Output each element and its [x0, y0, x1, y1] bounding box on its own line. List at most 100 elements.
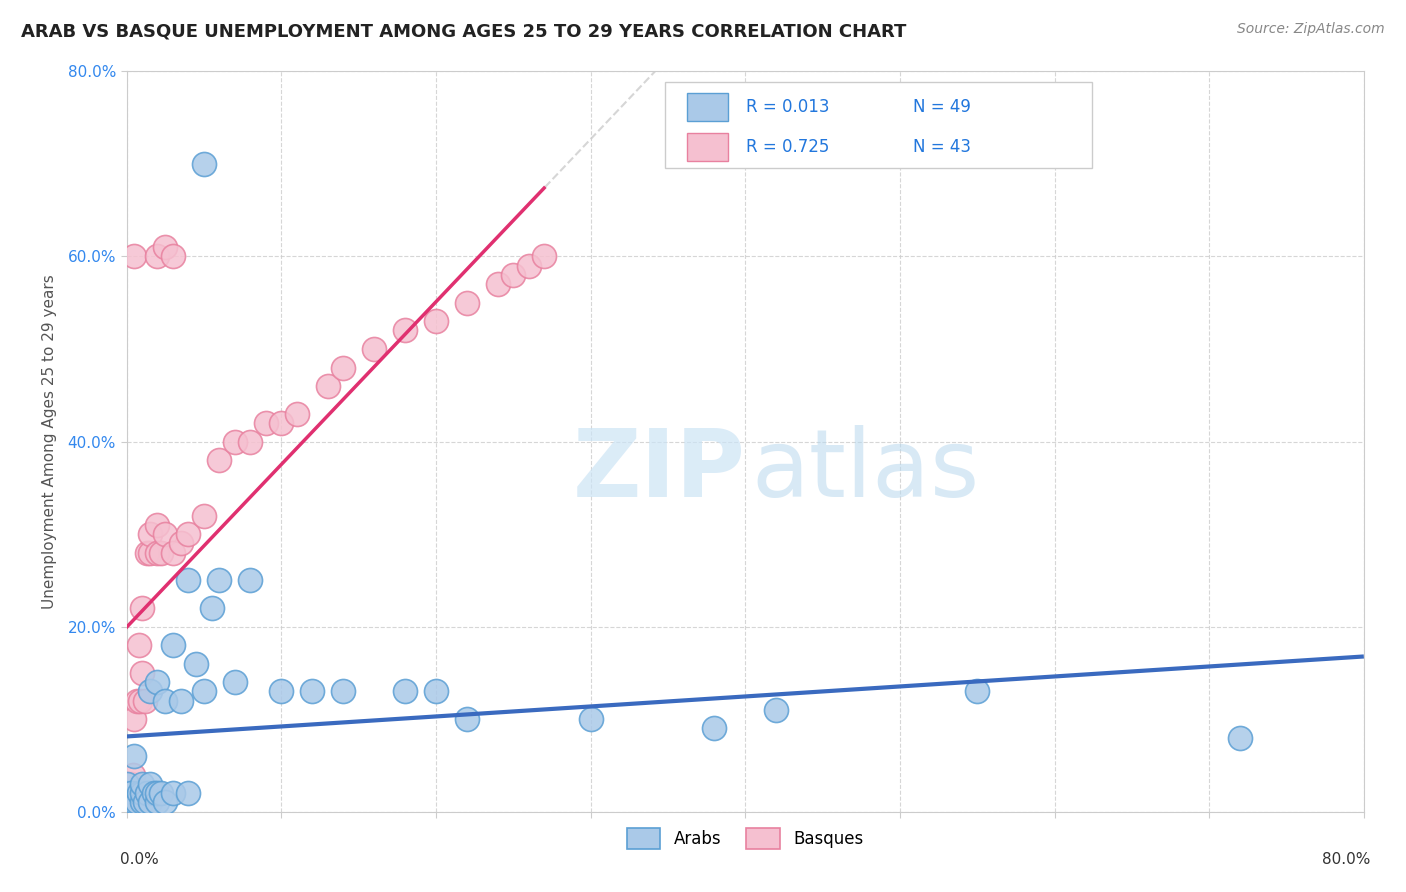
- Point: [270, 684, 292, 698]
- Point: [115, 786, 138, 800]
- Point: [162, 545, 184, 560]
- Point: [118, 796, 141, 810]
- Point: [201, 601, 224, 615]
- Point: [146, 786, 169, 800]
- Point: [124, 796, 146, 810]
- Point: [177, 786, 200, 800]
- Point: [115, 805, 138, 819]
- Point: [153, 796, 177, 810]
- Point: [131, 796, 153, 810]
- Point: [127, 796, 149, 810]
- Text: ZIP: ZIP: [572, 425, 745, 517]
- Point: [162, 786, 184, 800]
- Point: [456, 712, 478, 726]
- Point: [425, 314, 447, 328]
- Point: [124, 786, 146, 800]
- Point: [193, 684, 215, 698]
- Point: [208, 574, 231, 588]
- Text: Source: ZipAtlas.com: Source: ZipAtlas.com: [1237, 22, 1385, 37]
- Point: [138, 796, 160, 810]
- Y-axis label: Unemployment Among Ages 25 to 29 years: Unemployment Among Ages 25 to 29 years: [42, 274, 56, 609]
- Point: [115, 796, 138, 810]
- Point: [118, 796, 141, 810]
- Point: [162, 638, 184, 652]
- Point: [239, 434, 262, 449]
- Point: [186, 657, 208, 671]
- Point: [149, 545, 172, 560]
- Point: [146, 517, 169, 532]
- Point: [456, 295, 478, 310]
- Point: [131, 777, 153, 791]
- Point: [394, 684, 416, 698]
- Point: [115, 805, 138, 819]
- Point: [239, 574, 262, 588]
- Text: 80.0%: 80.0%: [1322, 853, 1369, 867]
- Point: [134, 796, 156, 810]
- Point: [153, 527, 177, 541]
- Point: [115, 786, 138, 800]
- Point: [425, 684, 447, 698]
- Point: [1229, 731, 1251, 745]
- Point: [124, 749, 146, 764]
- Point: [146, 675, 169, 690]
- Point: [131, 665, 153, 680]
- Point: [121, 767, 143, 781]
- Point: [128, 786, 150, 800]
- FancyBboxPatch shape: [665, 82, 1091, 168]
- Point: [128, 638, 150, 652]
- Point: [285, 407, 308, 421]
- Point: [131, 601, 153, 615]
- Point: [169, 694, 191, 708]
- Point: [138, 684, 160, 698]
- Point: [131, 786, 153, 800]
- Text: ARAB VS BASQUE UNEMPLOYMENT AMONG AGES 25 TO 29 YEARS CORRELATION CHART: ARAB VS BASQUE UNEMPLOYMENT AMONG AGES 2…: [21, 22, 907, 40]
- Point: [124, 250, 146, 264]
- Point: [177, 574, 200, 588]
- Point: [153, 240, 177, 254]
- Point: [486, 277, 509, 292]
- Point: [138, 527, 160, 541]
- Point: [301, 684, 323, 698]
- Point: [146, 250, 169, 264]
- Point: [177, 527, 200, 541]
- Point: [162, 250, 184, 264]
- Point: [966, 684, 988, 698]
- Point: [134, 694, 156, 708]
- Point: [138, 545, 160, 560]
- Point: [115, 786, 138, 800]
- Legend: Arabs, Basques: Arabs, Basques: [620, 822, 870, 855]
- Point: [129, 694, 152, 708]
- Point: [193, 157, 215, 171]
- Point: [517, 259, 540, 273]
- Point: [115, 786, 138, 800]
- Point: [146, 545, 169, 560]
- Point: [143, 786, 166, 800]
- Text: R = 0.013: R = 0.013: [747, 98, 830, 116]
- Text: N = 49: N = 49: [914, 98, 972, 116]
- Point: [135, 786, 157, 800]
- Point: [115, 796, 138, 810]
- Point: [254, 416, 277, 430]
- Point: [120, 777, 142, 791]
- Point: [533, 250, 555, 264]
- Point: [270, 416, 292, 430]
- Point: [363, 342, 385, 356]
- Point: [332, 684, 354, 698]
- Point: [765, 703, 787, 717]
- FancyBboxPatch shape: [688, 133, 728, 161]
- Point: [332, 360, 354, 375]
- Point: [703, 722, 725, 736]
- Text: atlas: atlas: [751, 425, 980, 517]
- FancyBboxPatch shape: [688, 93, 728, 120]
- Point: [124, 712, 146, 726]
- Point: [127, 694, 149, 708]
- Point: [115, 796, 138, 810]
- Point: [153, 694, 177, 708]
- Point: [208, 453, 231, 467]
- Point: [394, 324, 416, 338]
- Point: [115, 786, 138, 800]
- Point: [193, 508, 215, 523]
- Point: [169, 536, 191, 550]
- Point: [579, 712, 602, 726]
- Point: [502, 268, 524, 282]
